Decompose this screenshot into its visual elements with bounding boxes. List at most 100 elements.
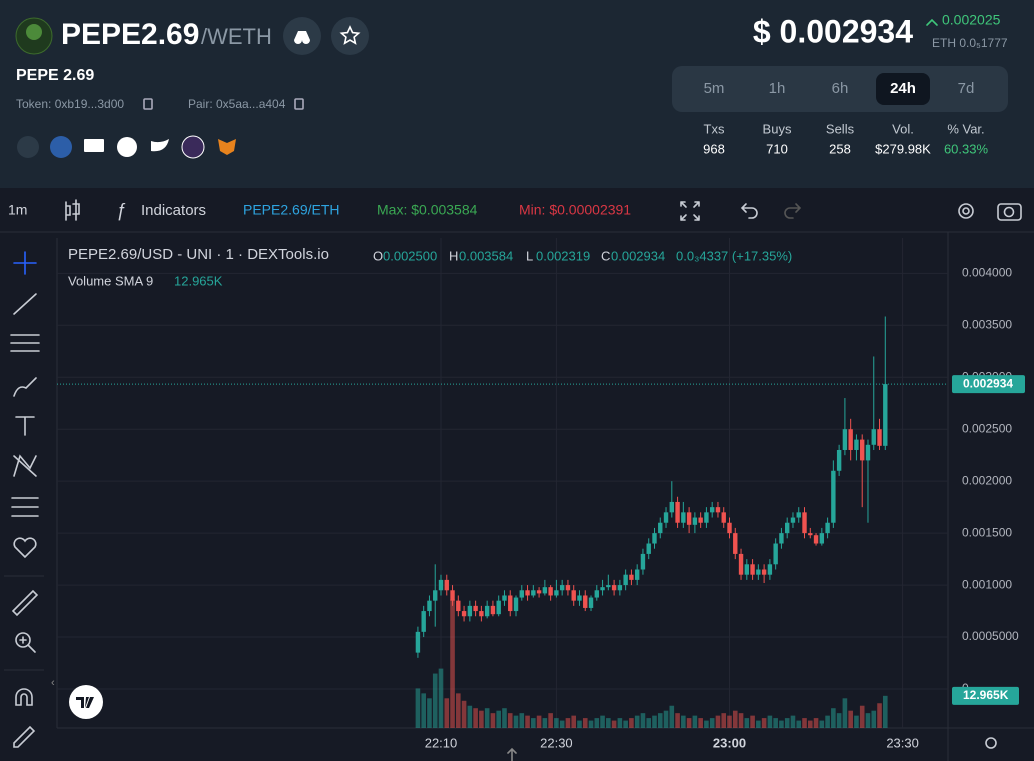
candle-body (548, 587, 553, 596)
collapse-arrow[interactable]: ‹ (51, 677, 55, 689)
volume-bar (513, 715, 519, 728)
candle-body (415, 631, 421, 653)
chart-type-icon[interactable] (65, 199, 80, 221)
telegram-link[interactable] (117, 137, 137, 157)
candle-body (796, 512, 801, 518)
candle-body (611, 585, 617, 591)
volume-bar (594, 718, 600, 728)
volume-bar (848, 710, 853, 728)
candle-body (513, 597, 519, 612)
candle-body (802, 512, 807, 534)
timeframe[interactable]: 5m (704, 80, 725, 97)
candle-body (761, 569, 767, 575)
candle-body (502, 595, 507, 601)
volume-bar (871, 710, 877, 728)
candle-body (848, 429, 853, 450)
timeframe[interactable]: 1h (769, 80, 786, 97)
crosshair-tool[interactable] (13, 251, 37, 275)
candle-body (842, 429, 848, 450)
volume-bar (796, 720, 802, 728)
indicators[interactable]: Indicators (141, 202, 206, 219)
metamask-link[interactable] (218, 139, 236, 155)
candle-body (588, 597, 594, 608)
candle-body (779, 533, 784, 544)
axes: 00.00050000.0010000.0015000.0020000.0025… (57, 266, 1025, 750)
volume-bar (640, 713, 646, 728)
twitter-link[interactable] (151, 139, 169, 152)
volume-sma-label: 12.965K (963, 688, 1009, 702)
toolbar-pair[interactable]: PEPE2.69/ETH (243, 202, 340, 218)
timeframe[interactable]: 24h (890, 80, 916, 97)
volume-bar (727, 715, 732, 728)
scroll-arrow[interactable] (507, 747, 517, 761)
volume-bar (432, 673, 438, 728)
volume-bar (525, 715, 530, 728)
trendline-tool[interactable] (13, 293, 37, 315)
volume-bars (415, 599, 888, 728)
volume-bar (611, 720, 617, 728)
fib-tool[interactable] (10, 334, 40, 352)
series-name: PEPE2.69/USD - UNI · 1 · DEXTools.io (68, 246, 329, 263)
copy-pair[interactable] (294, 98, 304, 110)
dextools-link[interactable] (50, 136, 72, 158)
ohlc-key: L (526, 248, 533, 263)
candle-body (606, 585, 611, 588)
lock-draw-tool[interactable] (13, 725, 36, 748)
volume-bar (877, 703, 882, 728)
share-link[interactable] (17, 136, 39, 158)
candle-body (583, 595, 588, 608)
magnet-tool[interactable] (15, 688, 33, 706)
volume-bar (565, 718, 571, 728)
prediction-tool[interactable] (11, 497, 39, 517)
zoom-tool[interactable] (15, 632, 31, 648)
ohlc-key: H (449, 248, 458, 263)
favorite-button[interactable] (331, 17, 369, 55)
brush-tool[interactable] (13, 377, 37, 397)
indicators-icon: ƒ (116, 200, 126, 220)
candle-body (727, 522, 732, 534)
timeframe[interactable]: 6h (832, 80, 849, 97)
candle-body (750, 564, 755, 575)
volume-bar (831, 708, 836, 728)
axis-settings[interactable] (985, 737, 997, 749)
last-price-label: 0.002934 (963, 376, 1013, 390)
candle-body (669, 501, 674, 513)
website-link[interactable] (84, 139, 104, 152)
volume-bar (536, 715, 542, 728)
candle-body (854, 439, 859, 450)
text-tool[interactable] (15, 416, 35, 436)
candle-body (698, 517, 703, 523)
interval[interactable]: 1m (8, 202, 27, 218)
candle-body (836, 449, 842, 471)
settings-icon[interactable] (958, 203, 974, 219)
candle-body (646, 543, 651, 554)
candle-body (640, 553, 646, 570)
fullscreen-icon[interactable] (680, 201, 700, 221)
candle-body (461, 611, 467, 617)
candle-body (813, 535, 819, 544)
ohlc-value: 0.002319 (536, 248, 590, 263)
volume-bar (663, 710, 669, 728)
favorites-tool[interactable] (13, 537, 37, 559)
volume-bar (859, 705, 865, 728)
candle-body (623, 574, 628, 586)
redo-icon[interactable] (784, 203, 802, 219)
volume-bar (698, 718, 703, 728)
volume-bar (496, 710, 501, 728)
candle-body (733, 533, 738, 554)
ruler-tool[interactable] (11, 589, 39, 617)
volume-bar (484, 708, 490, 728)
pair-quote: /WETH (201, 24, 272, 49)
volume-bar (617, 718, 623, 728)
volume-sma: 12.965K (174, 273, 223, 288)
volume-bar (450, 599, 455, 728)
snapshot-lens (1003, 206, 1015, 218)
candle-body (542, 587, 548, 594)
pattern-tool[interactable] (13, 454, 37, 477)
snapshot-icon[interactable] (997, 203, 1022, 221)
undo-icon[interactable] (740, 203, 758, 219)
copy-token[interactable] (143, 98, 153, 110)
timeframe[interactable]: 7d (958, 80, 975, 97)
coinmarket-link[interactable] (181, 135, 205, 159)
volume-bar (542, 718, 548, 728)
